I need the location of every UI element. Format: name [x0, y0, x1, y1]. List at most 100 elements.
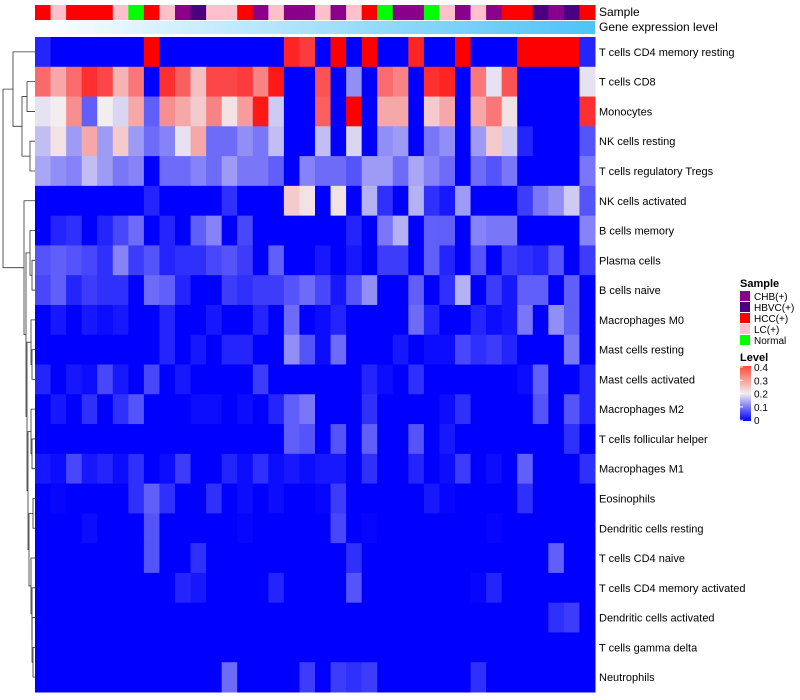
heatmap-cell: [268, 572, 285, 604]
heatmap-cell: [486, 96, 503, 127]
heatmap-cell: [159, 96, 176, 127]
heatmap-cell: [548, 126, 565, 157]
heatmap-cell: [97, 632, 114, 663]
heatmap-cell: [299, 543, 316, 574]
heatmap-cell: [206, 245, 223, 276]
heatmap-cell: [175, 96, 192, 127]
heatmap-cell: [221, 394, 238, 425]
heatmap-cell: [579, 513, 596, 544]
heatmap-cell: [532, 364, 549, 395]
heatmap-cell: [221, 304, 238, 336]
heatmap-cell: [81, 334, 98, 365]
heatmap-cell: [330, 215, 347, 246]
heatmap-cell: [579, 126, 596, 157]
heatmap-cell: [252, 602, 269, 633]
heatmap-cell: [423, 513, 440, 544]
heatmap-cell: [237, 37, 254, 68]
heatmap-cell: [268, 215, 285, 246]
heatmap-cell: [361, 602, 378, 633]
heatmap-cell: [237, 632, 254, 663]
heatmap-cell: [128, 96, 145, 127]
row-label: T cells CD8: [599, 77, 656, 89]
heatmap-cell: [252, 156, 269, 187]
heatmap-cell: [423, 37, 440, 68]
heatmap-cell: [112, 513, 129, 544]
heatmap-cell: [50, 394, 67, 425]
heatmap-cell: [423, 394, 440, 425]
heatmap-cell: [501, 543, 518, 574]
heatmap-cell: [423, 602, 440, 633]
heatmap-cell: [517, 37, 534, 68]
heatmap-cell: [579, 156, 596, 187]
heatmap-cell: [532, 275, 549, 306]
heatmap-cell: [579, 662, 596, 693]
heatmap-cell: [408, 215, 425, 246]
heatmap-cell: [190, 483, 207, 514]
heatmap-cell: [315, 215, 332, 246]
heatmap-cell: [143, 572, 160, 604]
heatmap-cell: [175, 215, 192, 246]
heatmap-cell: [548, 304, 565, 336]
dendrogram-branch: [31, 349, 35, 380]
heatmap-cell: [361, 215, 378, 246]
heatmap-cell: [190, 632, 207, 663]
heatmap-cell: [315, 632, 332, 663]
heatmap-cell: [377, 453, 394, 485]
dendrogram-branch: [27, 431, 31, 551]
heatmap-cell: [501, 215, 518, 246]
heatmap-cell: [392, 156, 409, 187]
heatmap-cell: [408, 304, 425, 336]
level-tick-label: 0.2: [754, 390, 768, 401]
heatmap-cell: [299, 364, 316, 395]
heatmap-cell: [175, 304, 192, 336]
heatmap-cell: [206, 662, 223, 693]
heatmap-cell: [392, 394, 409, 425]
heatmap-cell: [517, 364, 534, 395]
legend-swatch: [740, 302, 750, 312]
heatmap-cell: [517, 334, 534, 365]
heatmap-cell: [66, 156, 83, 187]
heatmap-cell: [517, 424, 534, 455]
heatmap-cell: [455, 185, 472, 217]
heatmap-cell: [35, 453, 52, 485]
heatmap-cell: [439, 275, 456, 306]
heatmap-cell: [97, 424, 114, 455]
heatmap-cell: [190, 572, 207, 604]
heatmap-cell: [237, 156, 254, 187]
heatmap-cell: [97, 185, 114, 217]
heatmap-cell: [548, 364, 565, 395]
heatmap-cell: [283, 156, 300, 187]
heatmap-cell: [221, 662, 238, 693]
heatmap-cell: [330, 66, 347, 98]
heatmap-cell: [315, 66, 332, 98]
heatmap-cell: [563, 96, 580, 127]
heatmap-cell: [237, 453, 254, 485]
heatmap-cell: [268, 513, 285, 544]
heatmap-cell: [299, 126, 316, 157]
heatmap-cell: [112, 126, 129, 157]
heatmap-cell: [455, 424, 472, 455]
heatmap-cell: [35, 662, 52, 693]
heatmap-cell: [159, 275, 176, 306]
heatmap-cell: [190, 66, 207, 98]
heatmap-cell: [361, 394, 378, 425]
gene-annotation-label: Gene expression level: [599, 20, 718, 34]
heatmap-cell: [423, 304, 440, 336]
heatmap-cell: [455, 215, 472, 246]
heatmap-cell: [206, 37, 223, 68]
heatmap-cell: [143, 245, 160, 276]
heatmap-cell: [470, 304, 487, 336]
row-label: T cells regulatory Tregs: [599, 166, 714, 178]
heatmap-cell: [361, 96, 378, 127]
heatmap-cell: [408, 602, 425, 633]
heatmap-cell: [377, 96, 394, 127]
heatmap-cell: [35, 185, 52, 217]
heatmap-cell: [81, 126, 98, 157]
row-label: B cells memory: [599, 226, 675, 238]
heatmap-cell: [361, 156, 378, 187]
heatmap-cell: [252, 453, 269, 485]
heatmap-cell: [532, 572, 549, 604]
heatmap-cell: [392, 66, 409, 98]
heatmap-cell: [159, 126, 176, 157]
heatmap-cell: [330, 602, 347, 633]
